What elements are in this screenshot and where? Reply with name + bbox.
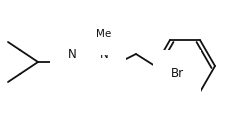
Text: Me: Me <box>96 29 112 39</box>
Text: N: N <box>100 48 108 60</box>
Text: Br: Br <box>171 68 183 80</box>
Text: N: N <box>68 48 76 60</box>
